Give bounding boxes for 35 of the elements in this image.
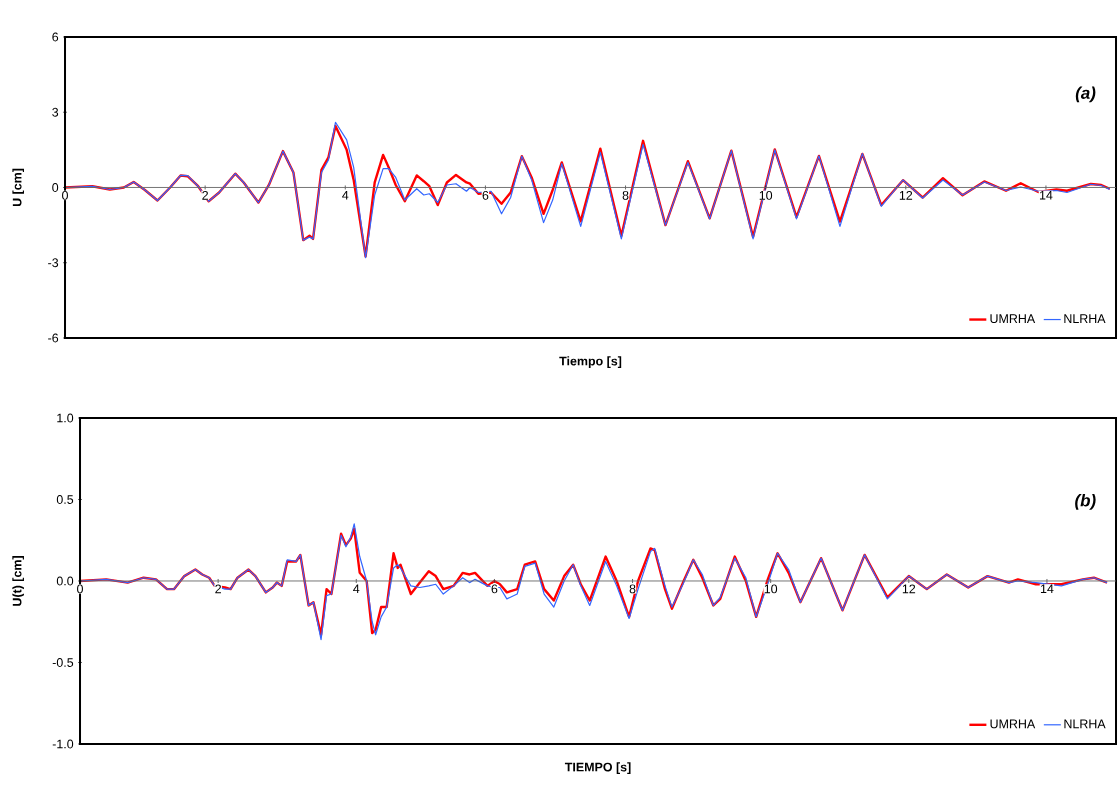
annotation: (b) (1075, 494, 1096, 510)
y-tick-label: -0.5 (52, 658, 74, 667)
annotation: (a) (1075, 86, 1096, 103)
x-tick-label: 6 (482, 190, 489, 200)
x-tick-label: 0 (77, 584, 83, 594)
y-tick-label: 3 (52, 107, 59, 117)
x-tick-label: 12 (899, 190, 913, 200)
y-tick-label: 0.5 (56, 495, 74, 504)
x-tick-label: 4 (342, 190, 349, 200)
y-tick-label: -3 (48, 258, 59, 268)
y-axis-title: U [cm] (12, 168, 24, 207)
legend-label: NLRHA (1064, 719, 1106, 729)
legend-label: NLRHA (1064, 314, 1106, 323)
x-tick-label: 10 (759, 190, 773, 200)
x-tick-label: 2 (215, 584, 221, 594)
x-axis-title: Tiempo [s] (559, 356, 622, 368)
y-tick-label: 0 (52, 183, 59, 192)
x-tick-label: 10 (764, 584, 778, 594)
y-axis-title: U(t) [cm] (12, 556, 24, 606)
x-tick-label: 8 (622, 190, 629, 200)
y-tick-label: 6 (52, 32, 59, 42)
legend-label: UMRHA (990, 314, 1036, 324)
x-tick-label: 4 (353, 584, 360, 594)
y-tick-label: 1.0 (57, 413, 74, 423)
y-tick-label: 0.0 (56, 576, 74, 586)
x-tick-label: 14 (1039, 190, 1053, 200)
x-tick-label: 8 (629, 584, 636, 594)
y-tick-label: -1.0 (52, 739, 74, 749)
legend-label: UMRHA (990, 719, 1036, 729)
x-axis-title: TIEMPO [s] (564, 762, 631, 774)
x-tick-label: 2 (202, 190, 208, 200)
x-tick-label: 12 (902, 584, 916, 594)
x-tick-label: 14 (1040, 584, 1054, 594)
y-tick-label: -6 (48, 333, 59, 343)
x-tick-label: 6 (491, 584, 498, 594)
